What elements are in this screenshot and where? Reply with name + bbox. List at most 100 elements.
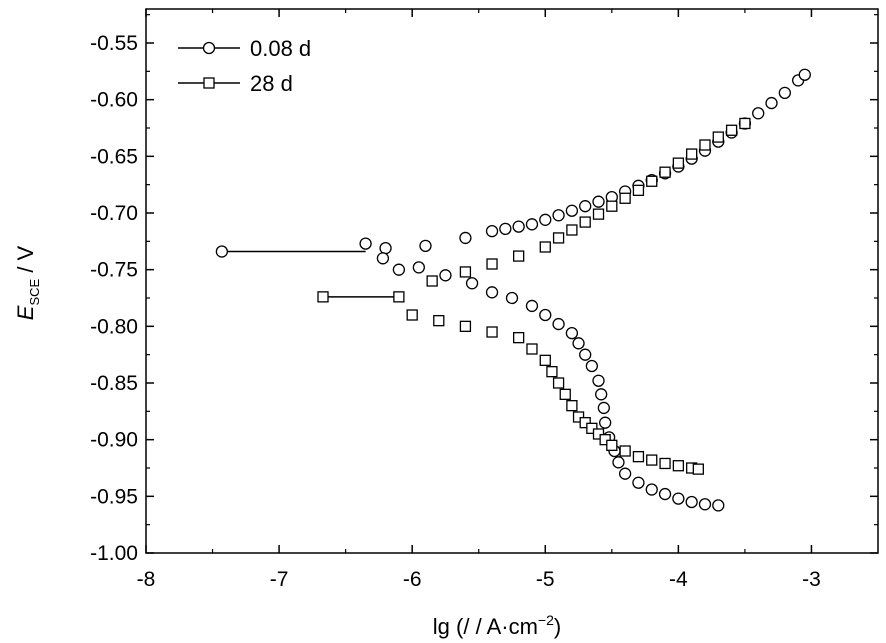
data-point (439, 269, 452, 282)
data-point (419, 239, 432, 253)
data-point (597, 401, 610, 415)
data-point (513, 332, 525, 344)
data-point (433, 315, 445, 327)
y-tick-label: -0.95 (90, 485, 138, 508)
data-point (599, 416, 612, 429)
x-axis-title: lg (/ / A·cm−2) (433, 612, 561, 639)
data-point (359, 237, 372, 250)
data-point (618, 467, 632, 480)
data-point (552, 209, 565, 222)
data-point (376, 252, 390, 265)
data-point (566, 224, 578, 236)
data-point (406, 309, 418, 321)
data-point (579, 348, 592, 361)
x-axis-title-prefix: lg ( (433, 614, 464, 639)
data-point (606, 439, 618, 451)
data-point (646, 175, 658, 187)
data-point (539, 354, 551, 366)
x-axis-title-unit: / / A·cm (463, 614, 538, 639)
data-point (215, 245, 229, 258)
legend-label: 28 d (250, 71, 293, 96)
data-point (579, 200, 592, 213)
data-point (632, 451, 645, 463)
data-point (546, 366, 558, 378)
data-point (565, 204, 579, 217)
data-point (539, 241, 551, 253)
y-axis-title-sub: SCE (27, 278, 42, 305)
data-point (579, 216, 591, 228)
y-tick-label: -0.85 (90, 372, 138, 395)
data-point (499, 222, 512, 236)
data-point (725, 124, 738, 136)
data-point (486, 326, 498, 338)
data-point (699, 139, 711, 151)
data-point (592, 428, 605, 440)
data-point (379, 241, 392, 255)
data-point (739, 117, 751, 130)
data-point (505, 291, 519, 305)
data-point (572, 337, 585, 350)
data-point (632, 184, 645, 196)
data-point (539, 213, 552, 226)
data-point (539, 308, 552, 322)
legend-marker (202, 41, 216, 55)
data-point (619, 445, 631, 457)
data-point (599, 434, 611, 446)
data-point (579, 417, 591, 429)
data-point (552, 317, 565, 331)
x-tick-label: -5 (536, 568, 555, 591)
data-point (459, 231, 472, 245)
data-point (486, 258, 498, 270)
y-tick-label: -1.00 (90, 542, 138, 565)
data-point (426, 275, 438, 287)
x-axis-title-sup: −2 (538, 612, 554, 628)
y-tick-label: -0.70 (90, 202, 138, 225)
data-point (512, 220, 525, 233)
data-point (392, 263, 406, 276)
data-point (606, 200, 618, 212)
x-axis-title-suffix: ) (554, 614, 561, 639)
data-point (712, 499, 725, 512)
x-tick-label: -3 (802, 568, 821, 591)
axis-ticks: -8 -7 -6 -5 -4 -3 -1.00 -0.95 -0.90 -0.85 -0.80 -0.… (90, 9, 878, 591)
data-point (658, 487, 672, 501)
data-point (698, 498, 712, 511)
data-point (659, 457, 671, 470)
y-tick-label: -0.55 (90, 32, 138, 55)
data-point (317, 291, 329, 303)
data-point (592, 374, 605, 387)
data-point (552, 377, 565, 389)
y-axis-title: ESCE / V (13, 245, 42, 320)
y-tick-label: -0.65 (90, 145, 138, 168)
data-point (645, 483, 658, 496)
y-tick-label: -0.90 (90, 429, 138, 452)
y-axis-title-rest: / V (13, 245, 38, 278)
x-tick-label: -8 (137, 568, 156, 591)
data-point (525, 299, 539, 313)
data-point (659, 166, 671, 178)
data-point (752, 107, 765, 120)
data-point (566, 400, 578, 412)
data-point (485, 224, 499, 238)
data-point (685, 495, 698, 509)
data-point (559, 388, 571, 400)
data-point (586, 422, 598, 434)
data-point (525, 218, 539, 231)
data-point (585, 359, 599, 373)
data-point (765, 96, 778, 110)
data-point (778, 86, 791, 100)
data-point (552, 232, 565, 244)
data-point (459, 320, 472, 332)
data-point (672, 460, 685, 472)
data-point (485, 286, 499, 299)
y-tick-label: -0.80 (90, 315, 138, 338)
data-point (513, 250, 525, 262)
data-point (393, 291, 405, 303)
data-point (595, 388, 608, 401)
data-series (215, 68, 811, 512)
data-point (465, 277, 479, 290)
data-point (565, 326, 579, 340)
data-point (459, 266, 472, 278)
data-point (712, 131, 724, 143)
